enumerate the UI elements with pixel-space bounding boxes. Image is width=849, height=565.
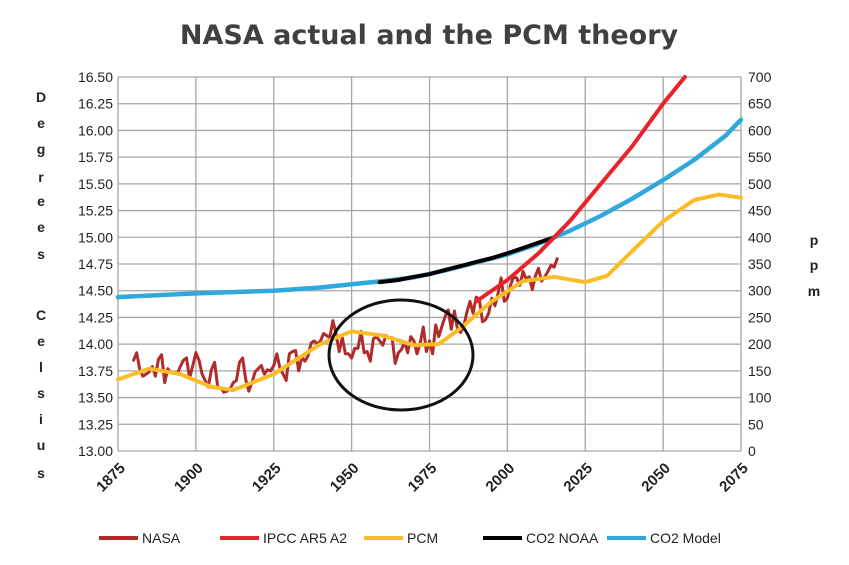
y2-tick-label: 0: [748, 443, 756, 459]
y-tick-label: 15.75: [78, 149, 113, 165]
y-tick-label: 15.25: [78, 203, 113, 219]
y2-tick-label: 700: [748, 69, 772, 85]
x-tick-label: 2000: [483, 460, 519, 496]
legend-label: IPCC AR5 A2: [263, 530, 347, 546]
y-tick-label: 14.75: [78, 256, 113, 272]
series-line-ipcc-ar5-a2: [474, 75, 687, 304]
y2-tick-label: 50: [748, 416, 764, 432]
y-axis-label-letter: s: [37, 246, 45, 262]
chart-title: NASA actual and the PCM theory: [180, 20, 679, 51]
y2-tick-label: 350: [748, 256, 772, 272]
x-tick-label: 2025: [560, 460, 596, 496]
y2-tick-label: 250: [748, 309, 772, 325]
legend-label: CO2 Model: [650, 530, 721, 546]
y2-axis-label-letter: p: [810, 232, 819, 248]
right-axis-label: ppm: [808, 232, 820, 299]
x-tick-label: 1875: [93, 460, 129, 496]
y-axis-label-letter: s: [37, 465, 45, 481]
y-tick-label: 13.00: [78, 443, 113, 459]
y-tick-label: 14.00: [78, 336, 113, 352]
x-tick-label: 1900: [171, 460, 207, 496]
y-axis-label-letter: s: [37, 385, 45, 401]
y-axis-label-letter: e: [37, 193, 45, 209]
x-tick-label: 2050: [638, 460, 674, 496]
legend: NASA IPCC AR5 A2 PCM CO2 NOAA CO2 Model: [99, 530, 721, 546]
y-tick-label: 16.50: [78, 69, 113, 85]
y2-axis-label-letter: p: [810, 257, 819, 273]
left-axis-ticks: 13.00 13.25 13.50 13.75 14.00 14.25 14.50 14.75…: [78, 69, 113, 459]
y-axis-label-letter: e: [37, 115, 45, 131]
y2-tick-label: 650: [748, 96, 772, 112]
x-axis-ticks: 1875 1900 1925 1950 1975 2000 2025 2050 2075: [93, 460, 752, 496]
y2-tick-label: 150: [748, 363, 772, 379]
y-axis-label-letter: r: [38, 169, 44, 185]
grid: [117, 76, 742, 452]
right-axis-ticks: 0 50 100 150 200 250 300 350 400 450 500 550 600 650 7…: [748, 69, 772, 459]
y-tick-label: 13.25: [78, 416, 113, 432]
series-line-pcm: [116, 192, 743, 393]
y-tick-label: 16.25: [78, 96, 113, 112]
legend-label: NASA: [142, 530, 181, 546]
y2-tick-label: 500: [748, 176, 772, 192]
y2-tick-label: 450: [748, 203, 772, 219]
series-line-co2-noaa: [377, 236, 553, 285]
legend-label: PCM: [407, 530, 438, 546]
y2-tick-label: 400: [748, 229, 772, 245]
y-axis-label-letter: i: [39, 411, 43, 427]
y2-tick-label: 300: [748, 283, 772, 299]
x-tick-label: 1950: [327, 460, 363, 496]
y-axis-label-letter: e: [37, 333, 45, 349]
y2-tick-label: 600: [748, 122, 772, 138]
y-tick-label: 16.00: [78, 122, 113, 138]
x-tick-label: 1975: [405, 460, 441, 496]
highlight-ellipse: [327, 298, 475, 412]
y-tick-label: 14.50: [78, 283, 113, 299]
y-axis-label-letter: l: [39, 359, 43, 375]
y2-tick-label: 100: [748, 390, 772, 406]
y-tick-label: 15.00: [78, 229, 113, 245]
y-axis-label-letter: D: [36, 89, 46, 105]
y-tick-label: 15.50: [78, 176, 113, 192]
x-tick-label: 2075: [716, 460, 752, 496]
y-tick-label: 13.50: [78, 390, 113, 406]
y2-tick-label: 550: [748, 149, 772, 165]
y-axis-label-letter: C: [36, 307, 46, 323]
y-axis-label-letter: g: [37, 141, 46, 157]
y2-axis-label-letter: m: [808, 283, 820, 299]
y-axis-label-letter: u: [37, 437, 46, 453]
y2-tick-label: 200: [748, 336, 772, 352]
y-tick-label: 13.75: [78, 363, 113, 379]
x-tick-label: 1925: [249, 460, 285, 496]
y-tick-label: 14.25: [78, 309, 113, 325]
series-lines: [115, 75, 744, 394]
y-axis-label-letter: e: [37, 219, 45, 235]
legend-label: CO2 NOAA: [526, 530, 599, 546]
series-line-nasa: [132, 257, 559, 394]
